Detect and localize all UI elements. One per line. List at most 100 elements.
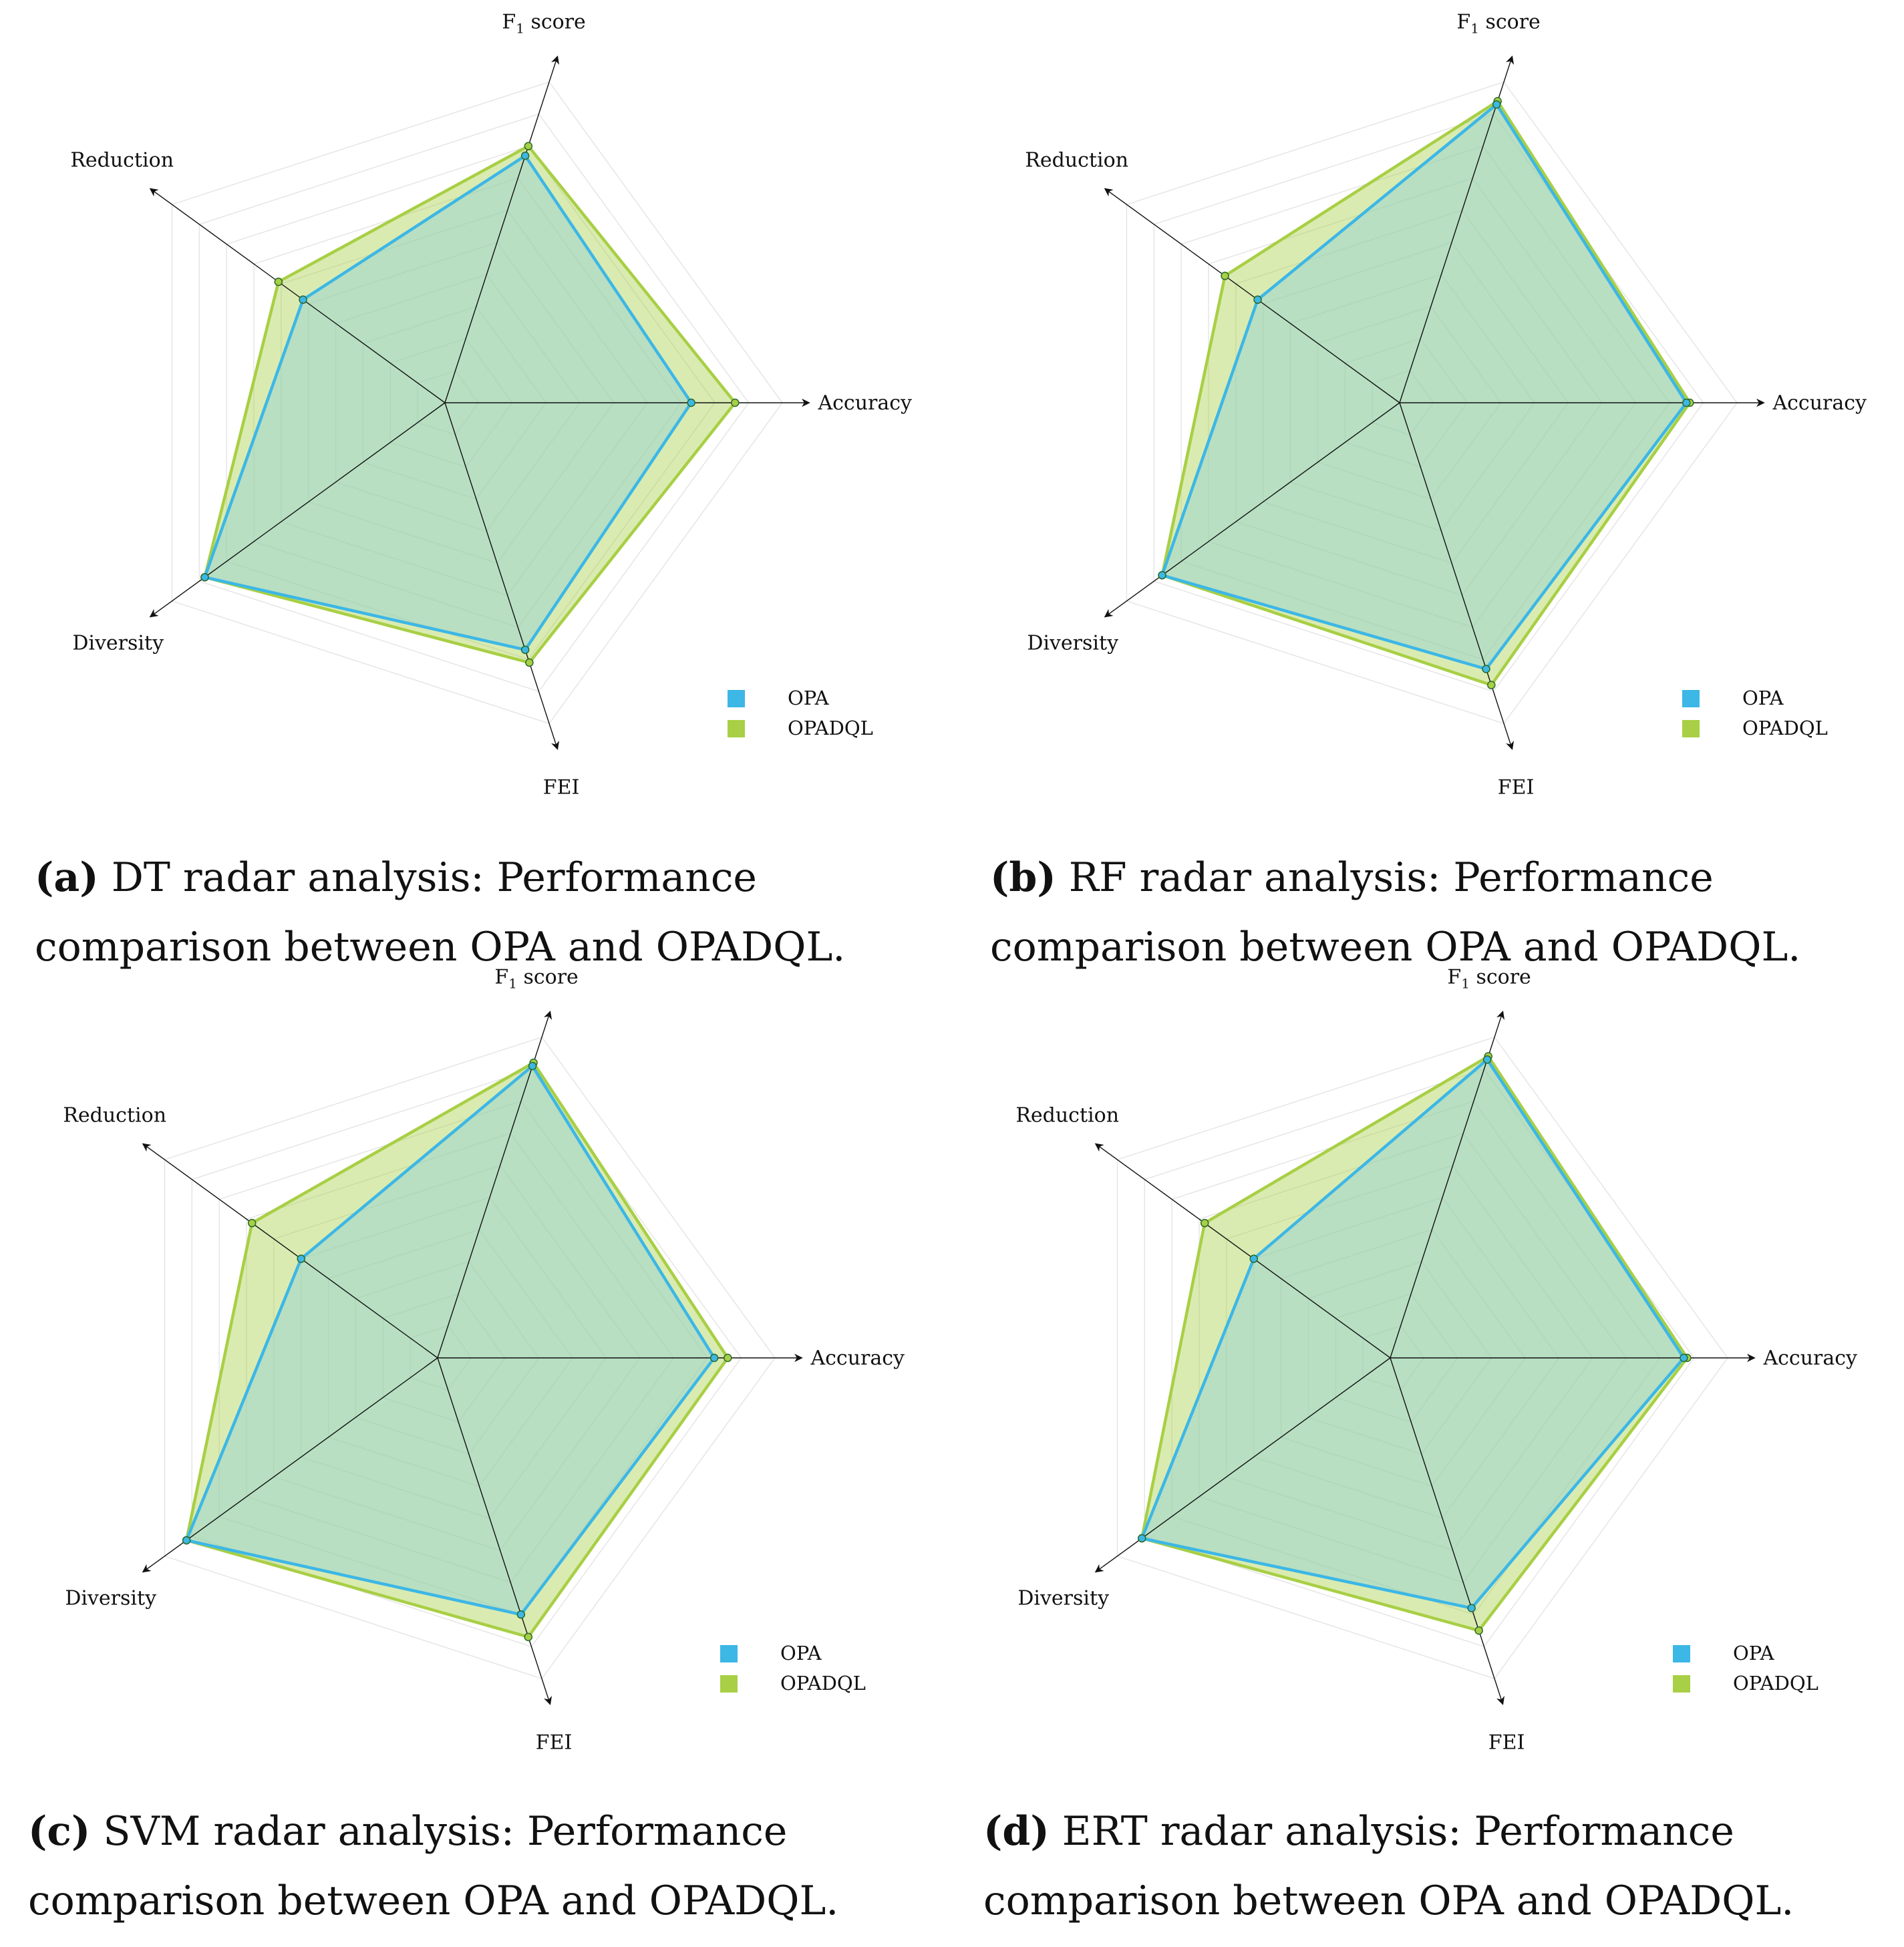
grid-ring — [1317, 306, 1502, 500]
data-point-opa-diversity — [1137, 1534, 1146, 1543]
legend-swatch-opadql — [720, 1675, 738, 1693]
data-point-opadql-fei — [525, 658, 534, 667]
data-point-opa-diversity — [200, 572, 209, 582]
caption-tag-d: (d) — [983, 1808, 1050, 1855]
radar-panel-a: Accuracy F1 score Reduction Diversity FEI OPA… — [0, 0, 952, 955]
caption-d: (d) ERT radar analysis: Performance comp… — [983, 1797, 1885, 1936]
legend-c: OPA OPADQL — [720, 1642, 866, 1695]
data-point-opadql-reduction — [1200, 1218, 1209, 1228]
data-point-opa-fei — [1482, 665, 1490, 673]
axis-label-reduction: Reduction — [1025, 148, 1128, 172]
axis-label-reduction: Reduction — [70, 148, 174, 172]
legend-label-opadql: OPADQL — [1742, 717, 1828, 739]
caption-tag-c: (c) — [28, 1808, 91, 1855]
data-point-opadql-reduction — [1221, 271, 1229, 281]
legend-a: OPA OPADQL — [728, 687, 873, 739]
data-point-opa-reduction — [299, 295, 307, 304]
axis-label-reduction: Reduction — [63, 1103, 166, 1127]
grid-ring — [1280, 1229, 1526, 1487]
legend-label-opadql: OPADQL — [1733, 1672, 1818, 1695]
grid-ring — [382, 1293, 506, 1423]
grid-ring — [410, 1325, 472, 1391]
grid-ring — [1235, 210, 1603, 596]
radar-panel-c: Accuracy F1 score Reduction Diversity FEI OPA… — [0, 955, 952, 1910]
grid-ring — [362, 306, 547, 500]
grid-ring — [1144, 1068, 1695, 1648]
axis-line-diversity — [149, 402, 446, 618]
axis-line-fei — [1390, 1357, 1505, 1705]
axis-line-reduction — [1094, 1143, 1391, 1359]
radar-chart-a: Accuracy F1 score Reduction Diversity FEI OPA… — [70, 10, 912, 800]
grid-ring — [171, 81, 783, 725]
axis-label-diversity: Diversity — [72, 632, 164, 655]
grid-ring — [1362, 1325, 1425, 1391]
radar-axes-b — [1104, 55, 1765, 750]
data-point-opa-reduction — [297, 1254, 305, 1263]
caption-c: (c) SVM radar analysis: Performance comp… — [28, 1797, 923, 1936]
radar-chart-d: Accuracy F1 score Reduction Diversity FEI OPA… — [1015, 965, 1857, 1755]
grid-ring — [1180, 146, 1670, 660]
axis-label-diversity: Diversity — [1017, 1587, 1109, 1610]
grid-ring — [301, 1197, 607, 1519]
radar-grid-d — [1116, 1036, 1728, 1680]
radar-chart-c: Accuracy F1 score Reduction Diversity FEI OPA… — [63, 965, 905, 1755]
axis-line-diversity — [142, 1357, 438, 1573]
series-area-opadql — [1160, 100, 1692, 687]
grid-ring — [281, 210, 648, 596]
axis-line-reduction — [149, 188, 446, 403]
grid-ring — [1344, 338, 1468, 468]
data-point-opa-reduction — [1249, 1254, 1258, 1263]
axis-line-fei — [1399, 402, 1515, 750]
axis-line-reduction — [142, 1143, 438, 1359]
grid-ring — [1289, 274, 1535, 532]
grid-ring — [327, 1229, 573, 1487]
caption-text-c: SVM radar analysis: Performance comparis… — [28, 1808, 839, 1924]
axis-label-fei: FEI — [1488, 1731, 1525, 1755]
caption-text-d: ERT radar analysis: Performance comparis… — [983, 1808, 1794, 1924]
legend-label-opa: OPA — [788, 687, 830, 709]
axis-label-fei: FEI — [536, 1731, 573, 1755]
data-point-opa-accuracy — [687, 398, 695, 407]
axis-line-f1 — [1399, 55, 1515, 403]
data-point-opa-accuracy — [1682, 398, 1691, 407]
axis-line-f1 — [1390, 1011, 1505, 1359]
axis-label-f1-score: F1 score — [1447, 965, 1531, 991]
data-point-opa-reduction — [1253, 295, 1262, 304]
grid-ring — [1335, 1293, 1458, 1423]
caption-tag-a: (a) — [35, 854, 99, 901]
axis-line-diversity — [1104, 402, 1400, 618]
series-area-opa — [184, 1064, 716, 1616]
legend-swatch-opa — [1682, 690, 1700, 707]
axis-label-accuracy: Accuracy — [817, 391, 912, 415]
axis-line-fei — [437, 1357, 552, 1705]
axis-line-f1 — [444, 55, 560, 403]
caption-text-b: RF radar analysis: Performance compariso… — [990, 854, 1801, 970]
data-point-opa-diversity — [182, 1536, 191, 1545]
grid-ring — [1253, 1197, 1560, 1519]
data-point-opadql-accuracy — [731, 398, 740, 407]
legend-d: OPA OPADQL — [1673, 1642, 1818, 1695]
legend-label-opa: OPA — [1733, 1642, 1775, 1664]
grid-ring — [1153, 113, 1704, 693]
data-point-opa-f1 — [528, 1061, 537, 1071]
axis-label-reduction: Reduction — [1015, 1103, 1119, 1127]
legend-label-opa: OPA — [780, 1642, 822, 1664]
legend-swatch-opa — [720, 1645, 738, 1662]
axis-label-accuracy: Accuracy — [810, 1347, 905, 1370]
data-point-opadql-fei — [1487, 681, 1496, 689]
grid-ring — [226, 146, 716, 660]
axis-label-accuracy: Accuracy — [1772, 391, 1867, 415]
axis-label-fei: FEI — [543, 776, 580, 800]
data-point-opa-fei — [516, 1610, 526, 1619]
grid-ring — [253, 178, 682, 628]
data-point-opa-f1 — [1492, 100, 1501, 109]
grid-ring — [1171, 1101, 1661, 1615]
legend-b: OPA OPADQL — [1682, 687, 1828, 739]
data-point-opa-accuracy — [709, 1353, 719, 1363]
series-area-opa — [1160, 103, 1688, 671]
grid-ring — [273, 1165, 641, 1551]
series-area-opadql — [184, 1061, 730, 1639]
data-point-opa-f1 — [520, 151, 530, 160]
grid-ring — [1263, 242, 1569, 564]
data-point-opa-accuracy — [1680, 1353, 1688, 1363]
